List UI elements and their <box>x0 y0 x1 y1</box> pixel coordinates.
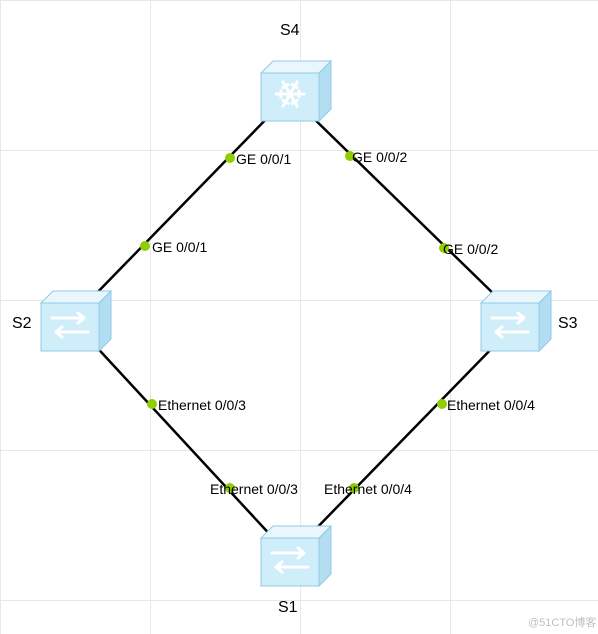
port-label-0: GE 0/0/1 <box>236 151 291 167</box>
device-S1[interactable] <box>261 526 331 586</box>
device-S3[interactable] <box>481 291 551 351</box>
port-label-4: Ethernet 0/0/3 <box>158 397 246 413</box>
topology-canvas: GE 0/0/1 GE 0/0/2 GE 0/0/1 GE 0/0/2 Ethernet… <box>0 0 598 634</box>
watermark-text: @51CTO博客 <box>528 615 596 629</box>
edge-S4-S3 <box>305 110 500 300</box>
port-label-2: GE 0/0/1 <box>152 239 207 255</box>
device-S2[interactable] <box>41 291 111 351</box>
ports-layer: GE 0/0/1 GE 0/0/2 GE 0/0/1 GE 0/0/2 Ethernet… <box>140 149 535 497</box>
port-dot-0 <box>225 153 235 163</box>
port-label-3: GE 0/0/2 <box>443 241 498 257</box>
device-label-S2: S2 <box>12 315 32 332</box>
nodes-layer: S4 S2 S3 S1 <box>12 22 578 616</box>
port-label-6: Ethernet 0/0/3 <box>210 481 298 497</box>
device-label-S3: S3 <box>558 315 578 332</box>
device-label-S1: S1 <box>278 599 298 616</box>
port-label-5: Ethernet 0/0/4 <box>447 397 535 413</box>
topology-svg: GE 0/0/1 GE 0/0/2 GE 0/0/1 GE 0/0/2 Ethernet… <box>0 0 598 634</box>
edges-layer <box>90 110 500 540</box>
edge-S4-S2 <box>90 110 275 300</box>
port-label-1: GE 0/0/2 <box>352 149 407 165</box>
edge-S2-S1 <box>90 340 275 540</box>
device-label-S4: S4 <box>280 22 300 39</box>
port-dot-5 <box>437 399 447 409</box>
port-dot-2 <box>140 241 150 251</box>
edge-S3-S1 <box>305 340 500 540</box>
port-label-7: Ethernet 0/0/4 <box>324 481 412 497</box>
device-S4[interactable] <box>261 61 331 121</box>
port-dot-4 <box>147 399 157 409</box>
